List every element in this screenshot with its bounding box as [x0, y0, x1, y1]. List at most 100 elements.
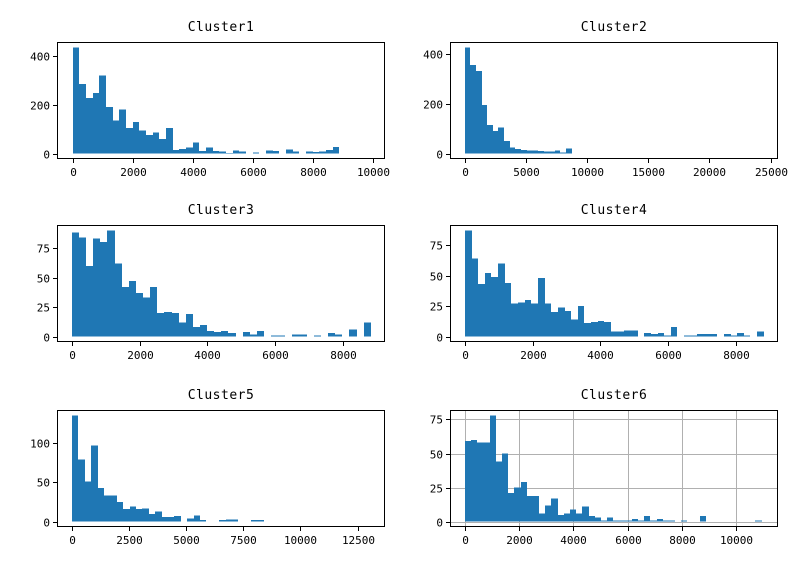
histogram-bar: [570, 509, 576, 522]
histogram-bar: [142, 508, 149, 522]
axes-border: [450, 225, 778, 342]
histogram-bar: [490, 415, 496, 522]
histogram-bar: [278, 335, 285, 337]
histogram-bar: [571, 319, 578, 337]
histogram-bar: [219, 520, 226, 522]
chart-title: Cluster4: [580, 203, 648, 218]
x-tick-label: 2500: [116, 534, 143, 547]
histogram-bar: [697, 334, 704, 337]
x-tick-label: 20000: [693, 166, 726, 179]
histogram-bar: [565, 310, 571, 337]
histogram-bar: [159, 139, 166, 154]
subplot-cluster1: Cluster1 0 2000 4000 6000 8000 10000 0 200 400: [0, 0, 400, 190]
histogram-bar: [153, 132, 159, 154]
histogram-bar: [584, 323, 591, 337]
histogram-bar: [598, 320, 604, 337]
histogram-bar: [155, 511, 162, 522]
histogram-plot-cluster2: 0 5000 10000 15000 20000 25000 0 200 400: [423, 42, 788, 179]
histogram-bar: [532, 150, 538, 154]
histogram-bar: [213, 151, 219, 154]
histogram-bar: [493, 131, 498, 154]
histogram-bar: [607, 517, 613, 522]
x-tick-label: 10000: [357, 166, 390, 179]
histogram-bar: [123, 509, 130, 522]
histogram-bar: [711, 334, 717, 337]
histogram-bar: [232, 519, 238, 522]
histogram-bar: [681, 520, 687, 522]
histogram-bar: [168, 516, 174, 522]
chart-title: Cluster1: [187, 20, 255, 35]
y-tick-label: 25: [37, 302, 50, 315]
histogram-bar: [611, 331, 618, 337]
histogram-bar: [518, 302, 525, 337]
histogram-bar: [115, 263, 122, 337]
histogram-bar: [582, 506, 589, 522]
histogram-bar: [136, 509, 142, 522]
histogram-bar: [91, 445, 98, 522]
histogram-bar: [199, 151, 206, 154]
x-tick-label: 10000: [284, 534, 317, 547]
histogram-bar: [221, 330, 228, 337]
histogram-bar: [117, 501, 123, 522]
subplot-cluster5: Cluster5 0 2500 5000 7500 10000 12500 0 50 100: [0, 380, 400, 570]
histogram-bar: [164, 311, 172, 337]
histogram-bar: [477, 442, 483, 522]
histogram-bar: [228, 333, 236, 337]
histogram-bar: [558, 514, 564, 522]
histogram-bar: [258, 520, 264, 522]
histogram-bar: [129, 281, 136, 337]
histogram-bar: [731, 335, 737, 337]
histogram-bar: [157, 313, 164, 337]
histogram-bar: [538, 278, 545, 337]
x-tick-label: 8000: [669, 534, 696, 547]
histogram-bar: [632, 518, 638, 522]
histogram-bar: [510, 147, 515, 154]
histogram-bar: [531, 303, 538, 337]
axes-border: [57, 410, 385, 527]
histogram-bar: [72, 232, 79, 337]
x-tick-label: 4000: [180, 166, 207, 179]
histogram-bar: [658, 332, 664, 337]
histogram-bar: [527, 150, 532, 154]
x-tick-label: 0: [69, 349, 76, 362]
y-tick-label: 0: [436, 517, 443, 530]
histogram-bar: [498, 127, 504, 154]
histogram-bar: [478, 284, 485, 337]
histogram-bar: [657, 518, 663, 522]
histogram-bar: [300, 334, 307, 337]
histogram-bar: [335, 334, 342, 337]
y-tick-label: 50: [37, 477, 50, 490]
histogram-bar: [193, 327, 200, 337]
y-tick-label: 75: [37, 243, 50, 256]
histogram-bar: [472, 258, 478, 337]
x-tick-label: 15000: [632, 166, 665, 179]
histogram-bar: [514, 487, 521, 522]
histogram-bar: [589, 516, 595, 522]
x-tick-label: 6000: [240, 166, 267, 179]
x-tick-label: 25000: [755, 166, 788, 179]
histogram-bar: [515, 149, 521, 154]
histogram-bar: [251, 520, 258, 522]
histogram-bar: [471, 439, 477, 522]
histogram-bar: [162, 516, 168, 522]
histogram-bar: [110, 495, 117, 522]
histogram-bar: [136, 292, 143, 337]
histogram-bar: [226, 519, 232, 522]
histogram-bar: [143, 297, 150, 337]
histogram-bar: [564, 513, 570, 522]
y-tick-label: 200: [30, 100, 50, 113]
histogram-bar: [139, 130, 146, 154]
histogram-plot-cluster1: 0 2000 4000 6000 8000 10000 0 200 400: [30, 42, 390, 179]
y-tick-label: 75: [430, 414, 443, 427]
y-tick-label: 0: [436, 149, 443, 162]
histogram-bar: [533, 495, 539, 522]
histogram-bar: [149, 513, 155, 522]
histogram-bar: [724, 334, 731, 337]
chart-title: Cluster5: [187, 388, 255, 403]
histogram-bar: [644, 332, 651, 337]
histogram-bar: [576, 513, 582, 522]
histogram-bar: [465, 230, 472, 337]
histogram-bar: [465, 441, 471, 522]
histogram-bar: [349, 329, 357, 337]
x-tick-label: 8000: [723, 349, 750, 362]
